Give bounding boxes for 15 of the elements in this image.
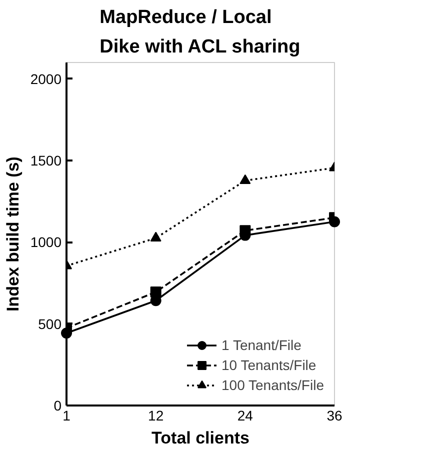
y-tick-label: 0 bbox=[54, 398, 62, 414]
legend-label: 10 Tenants/File bbox=[222, 357, 316, 373]
y-tick-label: 2000 bbox=[30, 70, 62, 87]
x-tick-label: 1 bbox=[62, 408, 71, 424]
x-axis-title: Total clients bbox=[152, 428, 250, 448]
y-tick-label: 500 bbox=[38, 316, 62, 332]
y-tick-label: 1000 bbox=[30, 234, 62, 250]
x-tick-label: 36 bbox=[326, 408, 342, 424]
y-axis-title: Index build time (s) bbox=[3, 156, 22, 312]
x-tick-label: 12 bbox=[148, 408, 164, 424]
legend-label: 100 Tenants/File bbox=[222, 377, 324, 393]
y-tick-label: 1500 bbox=[30, 152, 62, 168]
legend-label: 1 Tenant/File bbox=[222, 337, 302, 353]
chart-title: MapReduce / Local Dike with ACL sharing bbox=[100, 7, 300, 58]
x-tick-label: 24 bbox=[237, 408, 254, 424]
